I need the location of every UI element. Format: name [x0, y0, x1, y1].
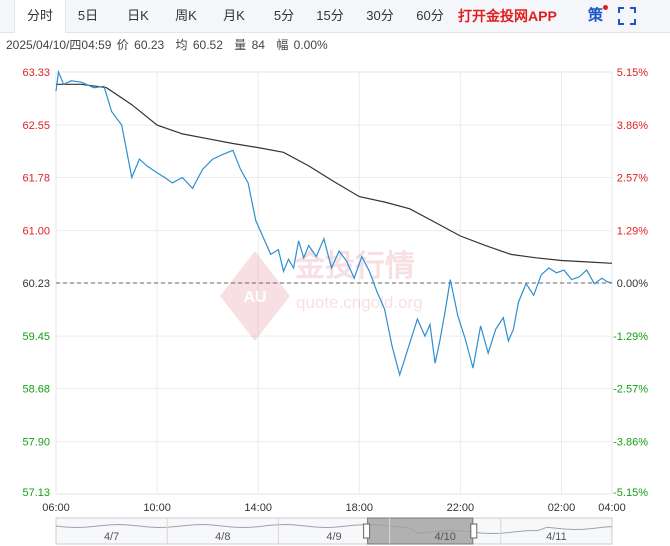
x-tick-label: 02:00 [548, 502, 576, 514]
navigator-date-label: 4/10 [434, 531, 455, 543]
y-axis-right: 5.15% 3.86% 2.57% 1.29% 0.00% -1.29% -2.57% -3.… [613, 67, 648, 499]
y-tick-label-right: -1.29% [613, 331, 648, 343]
y-tick-label-right: 0.00% [617, 278, 648, 290]
fullscreen-icon[interactable] [618, 7, 636, 25]
x-tick-label: 04:00 [598, 502, 626, 514]
y-tick-label-left: 61.78 [22, 173, 50, 185]
y-tick-label-right: 1.29% [617, 226, 648, 238]
tab-30-min[interactable]: 30分 [366, 8, 394, 23]
average-price-line [56, 83, 613, 264]
watermark: AU 金投行情 quote.cngold.org [220, 249, 423, 341]
y-tick-label-right: -2.57% [613, 384, 648, 396]
y-tick-label-left: 58.68 [22, 384, 50, 396]
watermark-url: quote.cngold.org [296, 293, 423, 312]
price-value: 60.23 [134, 38, 165, 52]
watermark-logo-text: AU [243, 289, 266, 306]
intraday-chart: AU 金投行情 quote.cngold.org 63.33 62.55 61.78… [22, 67, 648, 545]
tab-5-min[interactable]: 5分 [273, 8, 295, 23]
tab-15-min[interactable]: 15分 [316, 8, 344, 23]
y-axis-left: 63.33 62.55 61.78 61.00 60.23 59.45 58.68 57.90… [22, 67, 50, 499]
volume-label: 量 [234, 38, 247, 52]
navigator-date-label: 4/8 [215, 531, 230, 543]
notification-dot [603, 5, 608, 10]
tab-monthly-k[interactable]: 月K [223, 8, 245, 23]
x-tick-label: 18:00 [346, 502, 374, 514]
navigator-date-label: 4/9 [326, 531, 341, 543]
price-label: 价 [116, 38, 129, 52]
tab-5-day[interactable]: 5日 [77, 8, 99, 23]
x-tick-label: 06:00 [42, 502, 70, 514]
navigator-date-label: 4/11 [546, 531, 567, 543]
y-tick-label-left: 60.23 [22, 278, 50, 290]
open-app-link[interactable]: 打开金投网APP [458, 8, 557, 24]
x-tick-label: 14:00 [244, 502, 272, 514]
y-tick-label-left: 57.90 [22, 437, 50, 449]
x-axis: 06:00 10:00 14:00 18:00 22:00 02:00 04:00 [42, 502, 626, 514]
quote-info-bar: 2025/04/10/四04:59 价 60.23 均 60.52 量 84 幅… [6, 36, 330, 54]
y-tick-label-right: -3.86% [613, 437, 648, 449]
tab-60-min[interactable]: 60分 [416, 8, 444, 23]
change-label: 幅 [276, 38, 289, 52]
avg-label: 均 [175, 38, 188, 52]
price-line [55, 69, 613, 378]
navigator-date-label: 4/7 [104, 531, 119, 543]
navigator-handle-left[interactable] [363, 523, 371, 539]
avg-value: 60.52 [192, 38, 223, 52]
strategy-button[interactable]: 策 [588, 7, 604, 24]
watermark-logo: AU [220, 251, 290, 341]
y-tick-label-right: -5.15% [613, 487, 648, 499]
y-tick-label-right: 5.15% [617, 67, 648, 79]
volume-value: 84 [251, 38, 265, 52]
range-navigator[interactable]: 4/7 4/8 4/9 4/10 4/11 [55, 517, 613, 545]
y-tick-label-left: 63.33 [22, 67, 50, 79]
x-tick-label: 10:00 [143, 502, 171, 514]
tab-weekly-k[interactable]: 周K [175, 8, 197, 23]
quote-datetime: 2025/04/10/四04:59 [6, 38, 112, 52]
y-tick-label-left: 57.13 [22, 487, 50, 499]
navigator-handle-right[interactable] [470, 523, 478, 539]
navigator-mini-line [55, 523, 613, 535]
x-tick-label: 22:00 [447, 502, 475, 514]
tab-time-share[interactable]: 分时 [14, 0, 66, 33]
y-tick-label-right: 3.86% [617, 120, 648, 132]
y-tick-label-left: 59.45 [22, 331, 50, 343]
y-tick-label-left: 61.00 [22, 226, 50, 238]
y-tick-label-right: 2.57% [617, 173, 648, 185]
chart-toolbar: 分时 5日 日K 周K 月K 5分 15分 30分 60分 打开金投网APP 策 [0, 0, 670, 33]
tab-daily-k[interactable]: 日K [127, 8, 149, 23]
y-tick-label-left: 62.55 [22, 120, 50, 132]
change-value: 0.00% [293, 38, 328, 52]
